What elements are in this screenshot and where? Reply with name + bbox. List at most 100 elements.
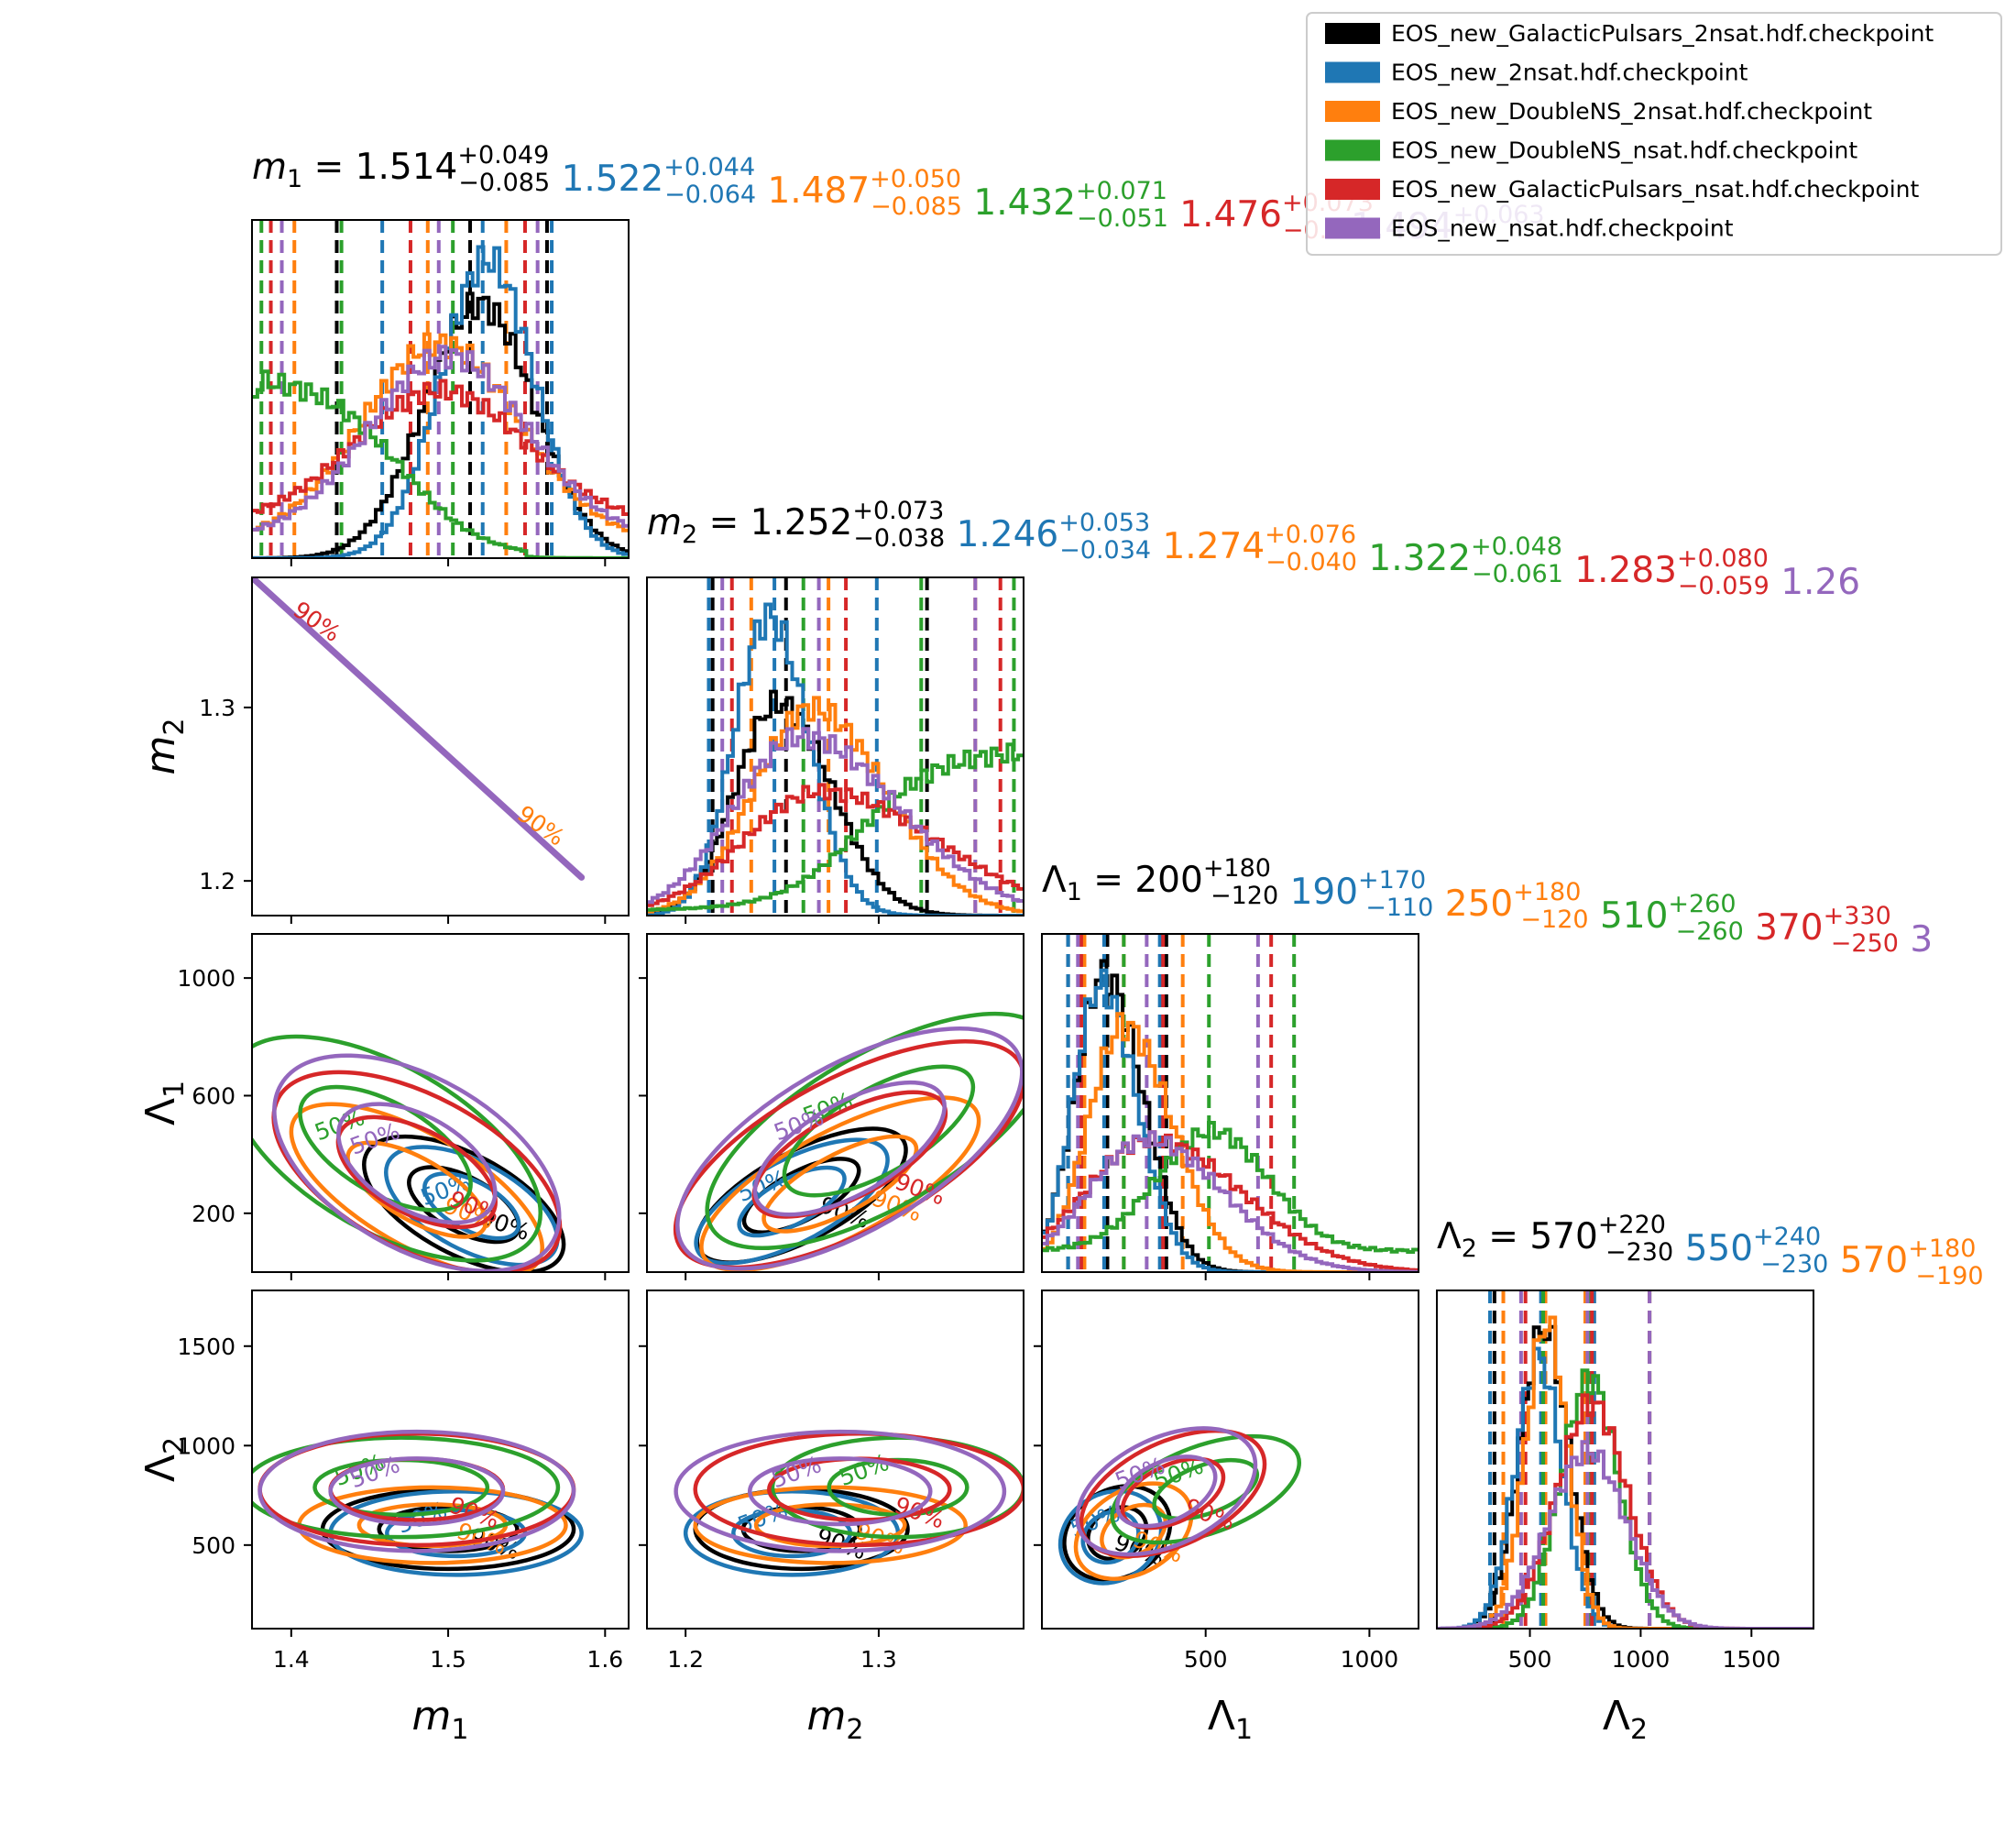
contour-90-series-3 [770,1435,1024,1540]
xlabel-L2-subscript: 2 [1630,1714,1648,1746]
legend-entry: EOS_new_GalacticPulsars_2nsat.hdf.checkp… [1391,20,1934,47]
title-part: +180 [1513,878,1581,906]
title-part: −120 [1520,906,1588,934]
histogram-L1-series-5 [1042,1130,1419,1272]
contour-90-series-5 [1075,1426,1258,1557]
ylabel-L1: Λ1 [137,1081,191,1125]
legend-swatch [1325,179,1380,200]
legend-swatch [1325,101,1380,122]
contour-50-series-5 [1115,1454,1218,1529]
title-part: +0.080 [1677,544,1769,573]
title-part: 1.514 [356,147,458,188]
title-part [1278,872,1289,913]
title-part [1433,884,1444,925]
title-part [1589,895,1600,937]
contour-50-series-5 [752,1080,947,1217]
title-part: +180 [1203,854,1271,883]
contour-90-series-3 [252,1034,543,1263]
title-part: −120 [1211,882,1278,910]
title-part: +0.044 [663,153,755,181]
x-tick-label: 500 [1508,1646,1552,1673]
ylabel-L2-subscript: 2 [159,1437,191,1454]
title-part: = [302,147,355,188]
title-part [1744,907,1755,949]
title-part [550,159,561,200]
contour-90-series-2 [1073,1481,1194,1581]
title-part: 570 [1840,1240,1908,1281]
title-part: +0.053 [1058,509,1150,537]
xlabel-m1-symbol: m [412,1693,452,1740]
y-tick-label: 1000 [177,965,236,992]
legend-frame [1306,12,2002,256]
x-tick-label: 1.6 [586,1646,623,1673]
histogram-L2-series-1 [1437,1346,1813,1629]
ylabel-L2-symbol: Λ [137,1454,184,1482]
title-part: 1.322 [1368,538,1471,579]
title-part: 1.432 [973,182,1076,224]
legend-swatch [1325,139,1380,161]
contour-50-series-2 [761,1134,919,1234]
xlabel-L2-symbol: Λ [1603,1693,1630,1740]
title-part: m [647,502,682,543]
title-part: 550 [1685,1228,1753,1269]
x-tick-label: 1500 [1722,1646,1780,1673]
x-tick-label: 1000 [1612,1646,1671,1673]
title-part: +0.049 [457,141,549,170]
title-part: 2 [682,521,697,549]
title-part: 1.476 [1179,194,1282,236]
contour-50-series-1 [737,1165,847,1238]
legend-swatch [1325,61,1380,83]
panel-frame [251,219,630,559]
panel-frame [1041,1290,1419,1630]
title-part: 1.522 [562,159,664,200]
x-tick-label: 1.5 [430,1646,466,1673]
hist-panel-m1 [252,220,629,558]
legend-entry: EOS_new_nsat.hdf.checkpoint [1391,215,1734,242]
title-L1: Λ1 = 200+180 −120 190+170 −110 250+180 −120… [1042,854,1933,960]
hist-panel-m2 [647,577,1024,916]
contour-90-series-5 [272,1053,562,1272]
title-part: −230 [1605,1238,1673,1267]
title-part: 3 [1910,919,1933,960]
title-part [756,170,767,212]
title-part: +0.048 [1471,532,1562,561]
ylabel-m2-symbol: m [137,736,184,775]
title-part: +170 [1358,866,1426,895]
y-tick-label: 1000 [177,1432,236,1459]
contour-90-series-0 [362,1134,566,1272]
title-m2: m2 = 1.252+0.073 −0.038 1.246+0.053 −0.034… [647,497,1860,603]
title-part: 1.487 [767,170,870,212]
panel-frame [646,933,1024,1273]
title-part: 2 [1462,1235,1477,1263]
title-part [1673,1228,1684,1269]
title-part: 1.26 [1780,562,1860,603]
title-part: = [697,502,750,543]
xlabel-m1: m1 [412,1693,469,1746]
contour-50-series-2 [345,1140,488,1239]
contour-90-series-5 [257,1429,576,1553]
ylabel-L1-subscript: 1 [159,1081,191,1098]
legend-entry: EOS_new_GalacticPulsars_nsat.hdf.checkpo… [1391,176,1920,203]
histogram-m1-series-5 [252,345,629,532]
ylabel-L1-symbol: Λ [137,1098,184,1125]
legend-swatch [1325,217,1380,239]
histogram-m1-series-2 [252,332,629,532]
contour-90-series-3 [705,1011,1024,1251]
y-tick-label: 600 [192,1082,236,1109]
contour-panel-L1_L2: 90%50%90%50%90%50% [1057,1426,1302,1586]
title-part [1899,919,1910,960]
ylabel-m2: m2 [137,719,191,775]
legend: EOS_new_GalacticPulsars_2nsat.hdf.checkp… [1306,12,2002,256]
contour-panel-m1-m2: 90%90% [252,577,586,881]
panel-frame [1041,933,1419,1273]
title-part: = [1082,860,1134,901]
title-part: −0.059 [1678,572,1769,600]
title-part: 1 [1067,878,1082,906]
xlabel-m2-symbol: m [807,1693,847,1740]
x-tick-label: 1000 [1341,1646,1399,1673]
legend-entry: EOS_new_DoubleNS_nsat.hdf.checkpoint [1391,137,1857,164]
contour-label-90: 90% [891,1491,948,1533]
title-part: +0.071 [1076,177,1167,205]
title-part: +330 [1824,902,1891,930]
